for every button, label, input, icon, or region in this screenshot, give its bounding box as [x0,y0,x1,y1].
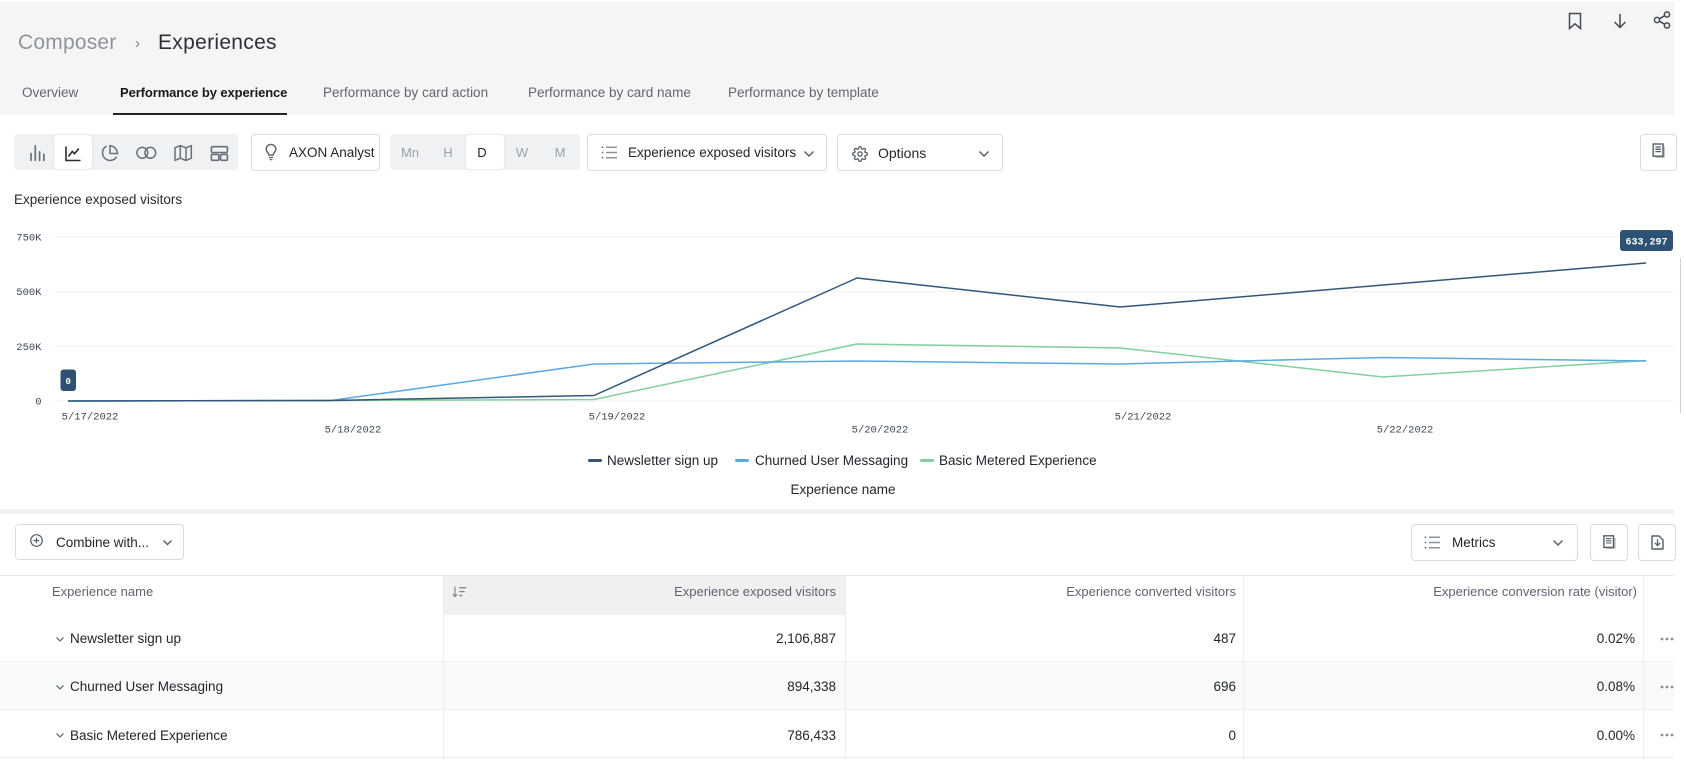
svg-text:5/20/2022: 5/20/2022 [852,425,909,437]
svg-text:5/19/2022: 5/19/2022 [589,412,646,424]
svg-text:5/22/2022: 5/22/2022 [1377,425,1434,437]
svg-text:633,297: 633,297 [1625,238,1667,249]
svg-text:250K: 250K [16,342,42,354]
svg-text:500K: 500K [16,287,42,299]
svg-text:5/21/2022: 5/21/2022 [1115,412,1172,424]
svg-text:0: 0 [65,377,70,387]
svg-text:5/18/2022: 5/18/2022 [325,425,382,437]
svg-text:750K: 750K [16,233,42,245]
svg-text:5/17/2022: 5/17/2022 [62,412,119,424]
svg-text:0: 0 [35,397,41,409]
